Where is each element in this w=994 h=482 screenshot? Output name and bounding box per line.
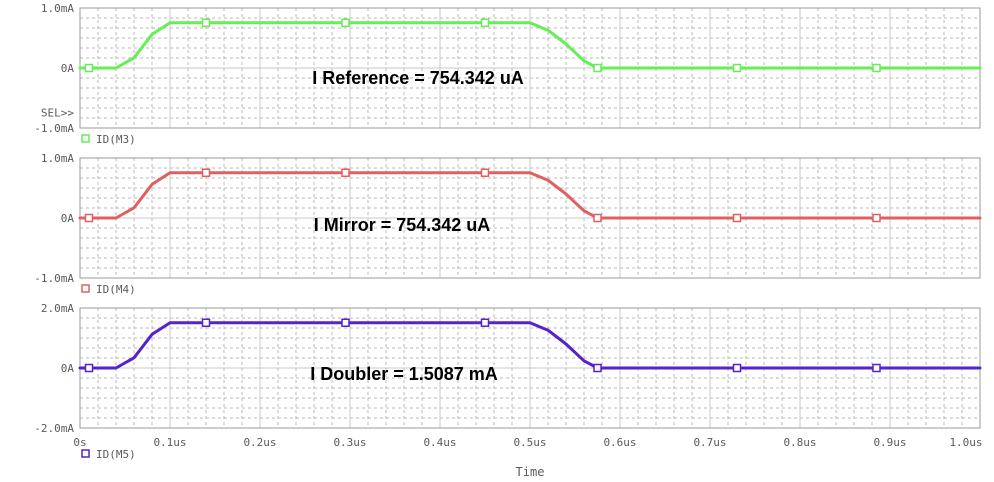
data-point-marker [480, 318, 490, 327]
series-line-ID(M4) [78, 171, 982, 220]
x-tick-label: 1.0us [949, 436, 982, 449]
x-axis-label: Time [516, 465, 545, 479]
series-line-ID(M5) [78, 321, 982, 370]
data-point-marker [341, 318, 350, 327]
data-point-marker [480, 18, 490, 28]
data-point-marker [872, 363, 881, 373]
data-point-marker [341, 18, 350, 28]
y-tick-label: -1.0mA [34, 122, 74, 135]
data-point-marker [201, 18, 211, 28]
data-point-marker [872, 63, 881, 73]
data-point-marker [732, 63, 742, 73]
legend-label: ID(M3) [96, 133, 136, 146]
data-point-marker [201, 318, 211, 327]
x-tick-label: 0.1us [153, 436, 186, 449]
data-point-marker [872, 213, 881, 223]
x-tick-label: 0.2us [243, 436, 276, 449]
series-line-ID(M3) [78, 21, 982, 70]
data-point-marker [84, 363, 94, 373]
sel-marker-label: SEL>> [41, 106, 74, 119]
x-tick-label: 0.6us [603, 436, 636, 449]
data-point-marker [341, 168, 350, 178]
x-tick-label: 0.7us [693, 436, 726, 449]
y-tick-label: -1.0mA [34, 272, 74, 285]
data-point-marker [84, 213, 94, 223]
data-point-marker [480, 168, 490, 178]
y-tick-label: 0A [61, 362, 75, 375]
y-tick-label: 0A [61, 212, 75, 225]
y-tick-label: -2.0mA [34, 422, 74, 435]
x-tick-label: 0.8us [783, 436, 816, 449]
legend-label: ID(M4) [96, 283, 136, 296]
data-point-marker [593, 363, 602, 373]
legend-marker-icon[interactable] [81, 449, 90, 458]
data-point-marker [84, 63, 94, 73]
data-point-marker [732, 213, 742, 223]
y-tick-label: 2.0mA [41, 302, 74, 315]
data-point-marker [201, 168, 211, 178]
x-tick-label: 0s [73, 436, 86, 449]
legend-marker-icon[interactable] [81, 134, 90, 143]
value-annotation: I Mirror = 754.342 uA [314, 215, 491, 235]
data-point-marker [732, 363, 742, 373]
y-tick-label: 1.0mA [41, 152, 74, 165]
data-point-marker [593, 63, 602, 73]
value-annotation: I Doubler = 1.5087 mA [310, 364, 498, 384]
value-annotation: I Reference = 754.342 uA [312, 68, 524, 88]
x-tick-label: 0.9us [873, 436, 906, 449]
x-tick-label: 0.5us [513, 436, 546, 449]
data-point-marker [593, 213, 602, 223]
legend-label: ID(M5) [96, 448, 136, 461]
x-tick-label: 0.4us [423, 436, 456, 449]
y-tick-label: 0A [61, 62, 75, 75]
legend-marker-icon[interactable] [81, 284, 90, 293]
y-tick-label: 1.0mA [41, 2, 74, 15]
x-tick-label: 0.3us [333, 436, 366, 449]
